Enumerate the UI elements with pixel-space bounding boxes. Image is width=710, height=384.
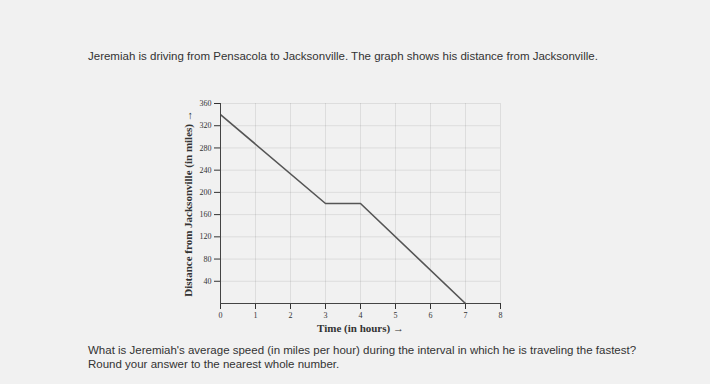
svg-text:120: 120 xyxy=(200,232,212,241)
svg-text:240: 240 xyxy=(200,166,212,175)
svg-text:0: 0 xyxy=(219,311,223,320)
html-text:What is Jeremiah's average spe: What is Jeremiah's average speed (in mil… xyxy=(88,344,637,370)
svg-text:40: 40 xyxy=(204,277,212,286)
svg-text:5: 5 xyxy=(394,311,398,320)
svg-text:1: 1 xyxy=(254,311,258,320)
svg-text:4: 4 xyxy=(359,311,363,320)
svg-text:8: 8 xyxy=(499,311,503,320)
svg-text:7: 7 xyxy=(464,311,468,320)
svg-text:Distance from Jacksonville (in: Distance from Jacksonville (in miles) → xyxy=(182,110,195,296)
svg-text:320: 320 xyxy=(200,121,212,130)
svg-text:2: 2 xyxy=(289,311,293,320)
svg-text:Time (in hours) →: Time (in hours) → xyxy=(317,322,404,335)
svg-text:200: 200 xyxy=(200,188,212,197)
svg-text:360: 360 xyxy=(200,99,212,108)
svg-text:6: 6 xyxy=(429,311,433,320)
svg-text:80: 80 xyxy=(204,255,212,264)
svg-text:160: 160 xyxy=(200,210,212,219)
svg-text:280: 280 xyxy=(200,144,212,153)
svg-text:3: 3 xyxy=(324,311,328,320)
html-text:Jeremiah is driving from Pensa: Jeremiah is driving from Pensacola to Ja… xyxy=(88,50,598,62)
